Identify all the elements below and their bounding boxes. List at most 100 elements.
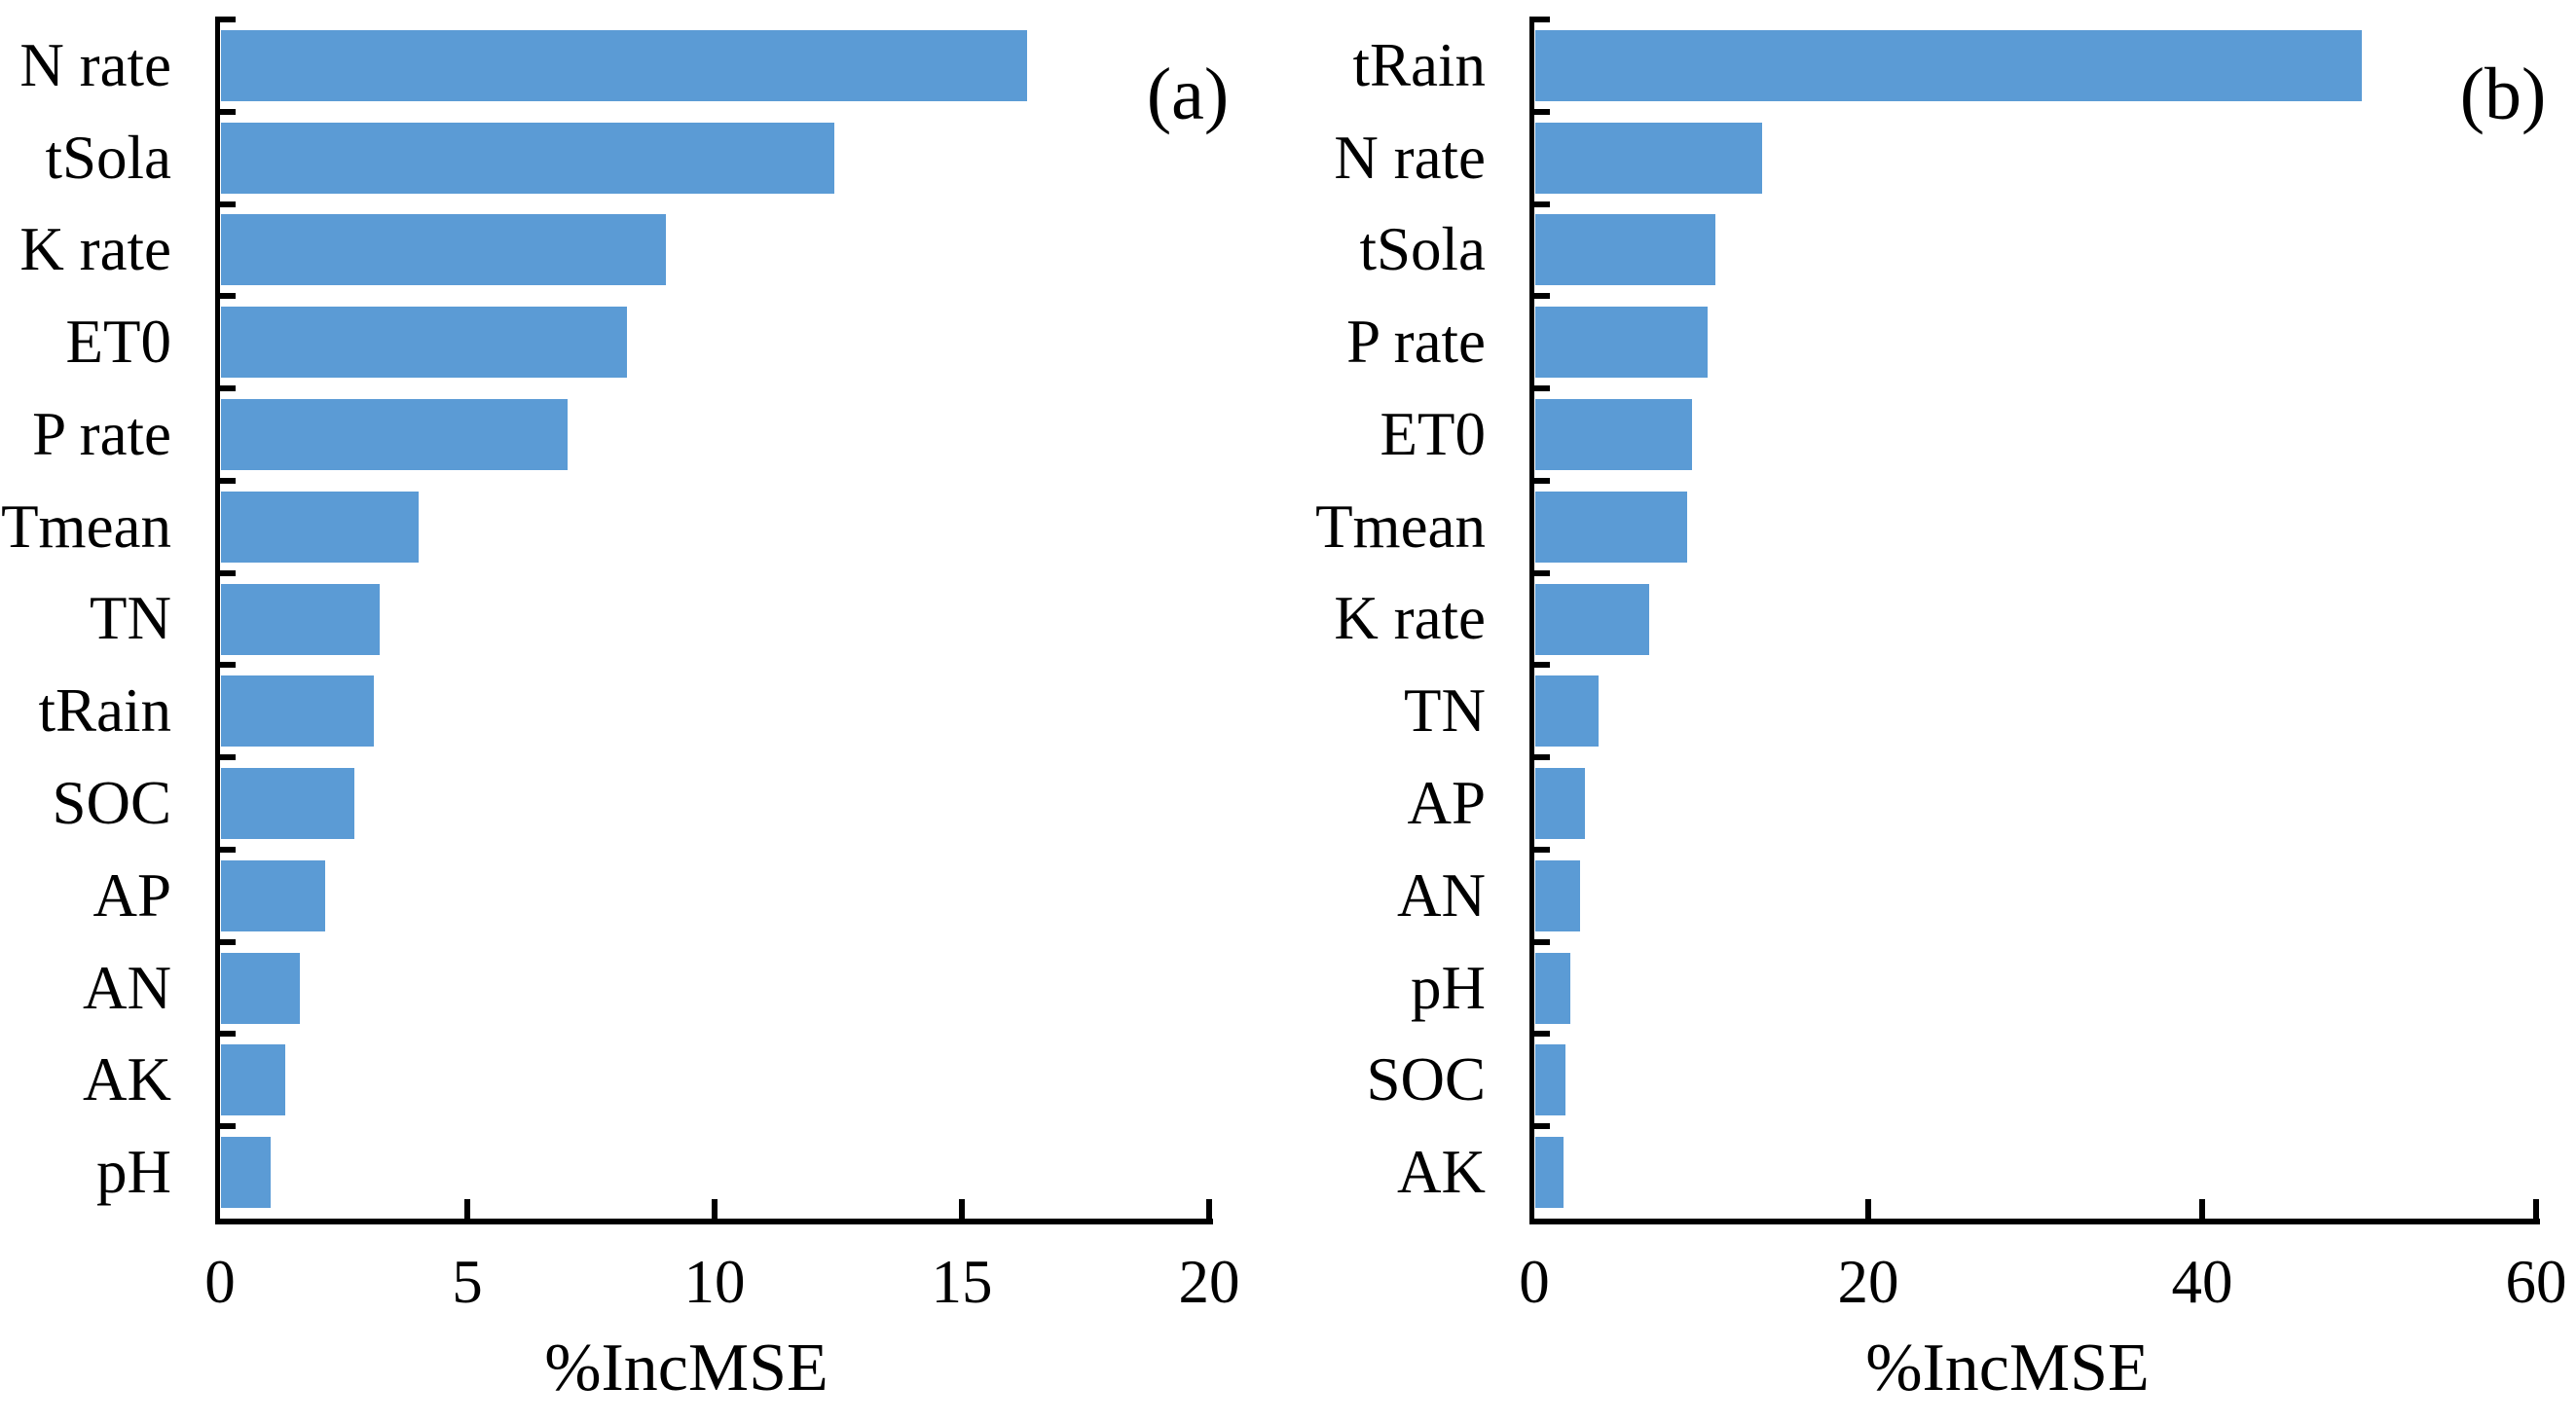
y-tick-mark — [215, 569, 236, 576]
bar — [1535, 1044, 1565, 1116]
panel-label-b: (b) — [2459, 54, 2547, 135]
x-tick-mark — [2533, 1199, 2539, 1219]
y-tick-mark — [1529, 1123, 1550, 1130]
category-label: Tmean — [1, 492, 171, 561]
x-tick-mark — [2199, 1199, 2205, 1219]
category-label: AN — [1397, 860, 1486, 930]
y-tick-mark — [215, 754, 236, 761]
bar — [221, 398, 568, 470]
y-tick-mark — [1529, 846, 1550, 853]
y-tick-mark — [1529, 201, 1550, 207]
category-label: tRain — [38, 676, 172, 746]
y-tick-mark — [215, 1123, 236, 1130]
y-tick-mark — [215, 1031, 236, 1038]
bar — [221, 583, 380, 655]
category-label: SOC — [1366, 1045, 1486, 1114]
x-axis-line — [215, 1219, 1213, 1224]
category-label: ET0 — [65, 308, 171, 377]
category-label: ET0 — [1380, 399, 1486, 468]
y-axis-line — [215, 19, 220, 1224]
bar — [221, 859, 325, 931]
y-tick-mark — [1529, 385, 1550, 392]
x-axis-title: %IncMSE — [1865, 1331, 2150, 1405]
bar — [221, 1137, 271, 1209]
y-tick-mark — [1529, 1031, 1550, 1038]
x-tick-label: 10 — [683, 1248, 746, 1316]
y-tick-mark — [1529, 662, 1550, 669]
bar — [221, 1044, 285, 1116]
bar — [221, 491, 419, 563]
x-tick-mark — [712, 1199, 718, 1219]
x-axis-line — [1529, 1219, 2540, 1224]
bar — [221, 122, 834, 194]
y-tick-mark — [1529, 108, 1550, 115]
bar — [1535, 307, 1708, 379]
bar — [1535, 1137, 1564, 1209]
x-tick-mark — [959, 1199, 965, 1219]
x-tick-mark — [464, 1199, 470, 1219]
bar — [221, 675, 374, 748]
x-tick-label: 20 — [1837, 1248, 1899, 1316]
y-tick-mark — [215, 293, 236, 300]
y-tick-mark — [1529, 293, 1550, 300]
y-tick-mark — [215, 938, 236, 945]
x-tick-mark — [1206, 1199, 1212, 1219]
y-tick-mark — [215, 477, 236, 484]
category-label: K rate — [1334, 584, 1486, 653]
x-axis-title: %IncMSE — [544, 1331, 828, 1405]
bar — [1535, 583, 1649, 655]
category-label: pH — [1411, 953, 1486, 1022]
bar — [1535, 952, 1570, 1024]
y-tick-mark — [215, 662, 236, 669]
y-tick-mark — [215, 108, 236, 115]
category-label: TN — [90, 584, 171, 653]
y-tick-mark — [1529, 569, 1550, 576]
category-label: P rate — [1346, 308, 1486, 377]
y-tick-mark — [1529, 754, 1550, 761]
x-tick-label: 0 — [204, 1248, 236, 1316]
y-axis-line — [1529, 19, 1534, 1224]
category-label: AK — [83, 1045, 171, 1114]
bar — [1535, 29, 2362, 101]
bar — [1535, 675, 1599, 748]
bar — [1535, 768, 1585, 840]
bar — [1535, 122, 1762, 194]
category-label: TN — [1404, 676, 1486, 746]
y-tick-mark — [1529, 938, 1550, 945]
y-tick-mark — [1529, 17, 1550, 22]
category-label: P rate — [32, 399, 171, 468]
category-label: AN — [83, 953, 171, 1022]
bar — [221, 214, 666, 286]
y-tick-mark — [215, 17, 236, 22]
category-label: K rate — [19, 215, 171, 284]
bar — [221, 952, 300, 1024]
y-tick-mark — [1529, 477, 1550, 484]
bar — [1535, 214, 1715, 286]
category-label: tSola — [45, 123, 171, 192]
x-tick-label: 5 — [452, 1248, 483, 1316]
category-label: N rate — [1334, 123, 1486, 192]
x-tick-label: 15 — [931, 1248, 993, 1316]
category-label: AP — [92, 860, 171, 930]
x-tick-label: 0 — [1519, 1248, 1550, 1316]
category-label: AP — [1407, 769, 1486, 838]
x-tick-label: 20 — [1178, 1248, 1240, 1316]
category-label: SOC — [52, 769, 171, 838]
bar — [1535, 859, 1580, 931]
x-tick-mark — [1865, 1199, 1871, 1219]
bar — [221, 768, 354, 840]
category-label: tRain — [1352, 30, 1487, 99]
y-tick-mark — [215, 201, 236, 207]
y-tick-mark — [215, 846, 236, 853]
category-label: Tmean — [1315, 492, 1486, 561]
y-tick-mark — [215, 385, 236, 392]
bar — [221, 307, 627, 379]
x-tick-label: 40 — [2171, 1248, 2233, 1316]
category-label: tSola — [1359, 215, 1486, 284]
bar — [221, 29, 1027, 101]
category-label: pH — [96, 1138, 171, 1207]
category-label: AK — [1397, 1138, 1486, 1207]
